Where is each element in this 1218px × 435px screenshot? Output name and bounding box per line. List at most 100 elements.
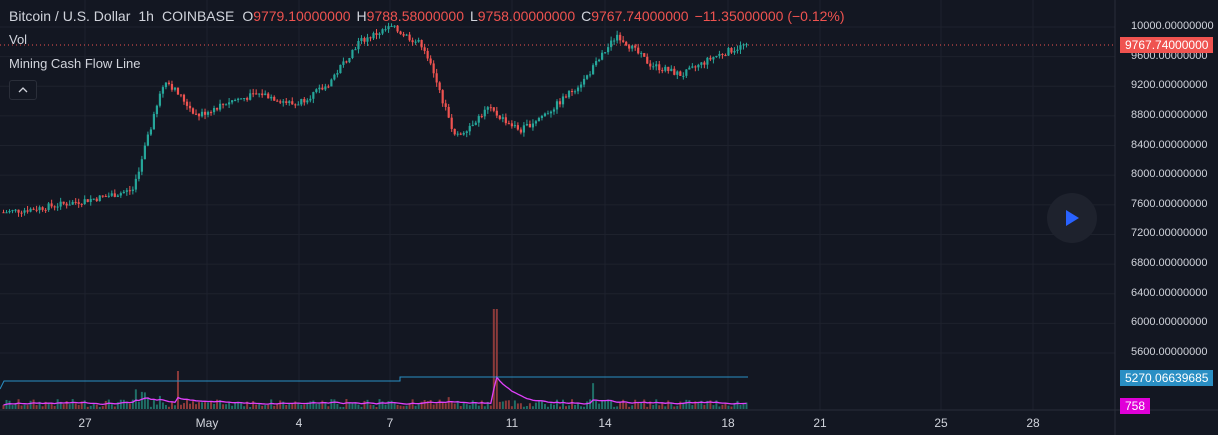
- volume-bar: [574, 405, 577, 409]
- symbol-name[interactable]: Bitcoin / U.S. Dollar: [9, 8, 131, 24]
- volume-bar: [540, 401, 543, 409]
- candle: [330, 79, 333, 87]
- mining-indicator-label[interactable]: Mining Cash Flow Line: [9, 56, 141, 71]
- replay-play-button[interactable]: [1047, 193, 1097, 243]
- candle: [561, 96, 565, 105]
- candle: [53, 206, 56, 208]
- candle: [294, 104, 297, 106]
- candle: [155, 105, 159, 115]
- candle: [387, 26, 390, 30]
- candle: [8, 210, 11, 213]
- candle: [110, 193, 113, 196]
- volume-bar: [17, 399, 20, 409]
- volume-bar: [555, 399, 558, 409]
- candle: [324, 86, 327, 90]
- volume-bar: [32, 399, 35, 409]
- candle: [709, 57, 712, 60]
- interval-label[interactable]: 1h: [138, 8, 154, 24]
- candle: [727, 48, 730, 56]
- candle: [390, 25, 393, 27]
- volume-bar: [68, 404, 71, 409]
- volume-bar: [607, 399, 610, 409]
- volume-bar: [137, 401, 140, 409]
- volume-bar: [146, 397, 149, 409]
- volume-bar: [29, 400, 32, 409]
- volume-bar: [59, 401, 62, 409]
- high-value: 9788.58000000: [366, 8, 464, 24]
- candle: [540, 115, 544, 119]
- volume-bar: [697, 401, 700, 409]
- volume-bar: [285, 404, 288, 409]
- volume-bar: [471, 400, 474, 409]
- volume-bar: [456, 400, 459, 409]
- candle: [619, 34, 622, 41]
- volume-bar: [543, 404, 546, 409]
- candle: [149, 129, 152, 135]
- candle: [486, 107, 489, 110]
- candle: [402, 34, 405, 36]
- volume-bar: [47, 403, 50, 409]
- volume-bar: [411, 399, 414, 409]
- volume-bar: [396, 404, 399, 409]
- volume-bar: [718, 406, 721, 409]
- candle: [552, 109, 556, 112]
- candle: [739, 45, 742, 50]
- volume-bar: [26, 405, 29, 409]
- candle: [558, 101, 562, 105]
- volume-bar: [167, 406, 170, 409]
- volume-bar: [525, 406, 528, 409]
- volume-bar: [658, 405, 661, 409]
- candle: [59, 201, 62, 207]
- candle: [345, 61, 348, 63]
- volume-bar: [261, 405, 264, 409]
- candle: [477, 116, 480, 123]
- candle: [730, 48, 733, 53]
- candle: [549, 111, 553, 114]
- candle: [176, 87, 180, 95]
- candle: [11, 210, 14, 212]
- volume-bar: [513, 400, 516, 409]
- volume-bar: [342, 406, 345, 409]
- candle: [291, 101, 294, 105]
- candle: [276, 100, 279, 102]
- volume-bar: [152, 399, 155, 409]
- candle: [309, 98, 312, 101]
- candle: [267, 93, 270, 99]
- volume-bar: [432, 404, 435, 409]
- volume-bar: [330, 399, 333, 409]
- volume-bar: [378, 399, 381, 409]
- volume-bar: [276, 404, 279, 409]
- volume-bar: [598, 403, 601, 409]
- volume-bar: [110, 404, 113, 409]
- volume-bar: [649, 401, 652, 409]
- candle: [525, 124, 529, 126]
- volume-bar: [604, 400, 607, 409]
- volume-bar: [300, 404, 303, 409]
- candle: [137, 171, 140, 179]
- candle: [249, 93, 252, 100]
- volume-bar: [234, 402, 237, 409]
- candle: [47, 203, 50, 210]
- candle: [312, 92, 315, 99]
- volume-bar: [706, 400, 709, 409]
- volume-bar: [429, 400, 432, 409]
- volume-bar: [222, 404, 225, 409]
- candle: [474, 122, 477, 125]
- candle: [339, 64, 342, 74]
- candle: [420, 40, 423, 48]
- volume-bar: [273, 405, 276, 409]
- candle: [158, 93, 162, 106]
- candle: [146, 134, 149, 146]
- vol-indicator-label[interactable]: Vol: [9, 32, 28, 47]
- candle: [489, 107, 492, 109]
- candle: [32, 208, 35, 210]
- volume-bar: [727, 405, 730, 409]
- candle: [209, 112, 213, 114]
- candles: [2, 22, 748, 217]
- volume-bar: [155, 404, 158, 409]
- time-tick-label: 28: [1026, 416, 1040, 430]
- candle: [673, 68, 676, 75]
- collapse-legend-button[interactable]: [9, 80, 37, 100]
- volume-bar: [2, 405, 5, 409]
